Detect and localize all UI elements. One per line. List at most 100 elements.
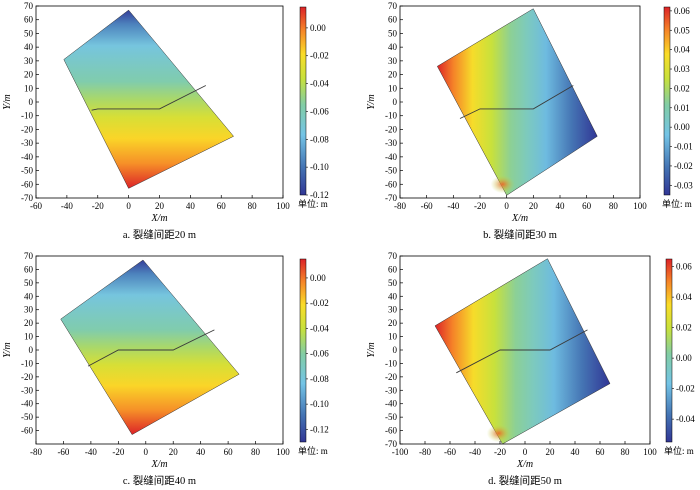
colorbar-tick-label: 0.00 [676, 353, 692, 363]
colorbar-tick-label: 0.04 [674, 45, 690, 55]
y-tick-label: 60 [388, 264, 398, 274]
y-tick-label: 50 [388, 278, 398, 288]
x-tick-label: 40 [556, 201, 566, 211]
colorbar-tick-label: 0.00 [674, 122, 690, 132]
colorbar-tick-label: -0.10 [310, 399, 329, 409]
colorbar-unit-label: 单位: m [298, 445, 328, 456]
x-tick-label: 100 [276, 201, 290, 211]
y-tick-label: 70 [24, 1, 34, 11]
x-tick-label: -80 [394, 201, 406, 211]
x-tick-label: 60 [217, 201, 227, 211]
y-tick-label: 10 [24, 83, 34, 93]
y-axis-label: Y/m [366, 94, 377, 110]
tip-hotspot [490, 175, 515, 194]
colorbar-tick-label: -0.02 [674, 161, 693, 171]
colorbar-unit-label: 单位: m [664, 445, 694, 456]
x-tick-label: 80 [621, 447, 631, 457]
x-tick-label: 100 [643, 447, 657, 457]
y-tick-label: -30 [21, 138, 33, 148]
colorbar-tick-label: -0.04 [310, 323, 329, 333]
x-tick-label: 20 [529, 201, 539, 211]
colorbar-tick-label: 0.02 [674, 83, 690, 93]
colorbar-tick-label: -0.01 [674, 142, 693, 152]
x-tick-label: -60 [421, 201, 433, 211]
panel-caption: a. 裂缝间距20 m [123, 228, 196, 241]
y-tick-label: 10 [388, 83, 398, 93]
y-tick-label: 10 [24, 332, 34, 342]
y-tick-label: -10 [21, 358, 33, 368]
y-tick-label: -40 [385, 152, 397, 162]
colorbar-tick-label: 0.00 [310, 273, 326, 283]
x-tick-label: 40 [571, 447, 581, 457]
x-tick-label: 20 [169, 447, 179, 457]
x-axis-label: X/m [516, 459, 533, 470]
colorbar-tick-label: -0.06 [310, 349, 329, 359]
y-tick-label: 70 [388, 1, 398, 11]
y-tick-label: -20 [21, 124, 33, 134]
y-tick-label: 30 [24, 56, 34, 66]
y-tick-label: -60 [21, 179, 33, 189]
panel-caption: d. 裂缝间距50 m [488, 474, 562, 487]
colorbar-tick-label: -0.04 [310, 79, 329, 89]
displacement-field [436, 8, 598, 196]
y-tick-label: -20 [385, 124, 397, 134]
colorbar [299, 6, 307, 196]
x-tick-label: 100 [633, 201, 647, 211]
displacement-field [63, 9, 234, 189]
x-tick-label: 60 [582, 201, 592, 211]
x-tick-label: -60 [444, 447, 456, 457]
panel-caption: b. 裂缝间距30 m [483, 228, 557, 241]
y-tick-label: -40 [21, 399, 33, 409]
x-tick-label: -20 [494, 447, 506, 457]
x-tick-label: 100 [276, 447, 290, 457]
y-tick-label: -50 [21, 412, 33, 422]
x-tick-label: 60 [224, 447, 234, 457]
y-tick-label: 40 [388, 42, 398, 52]
colorbar-unit-label: 单位: m [662, 198, 692, 209]
x-tick-label: -40 [61, 201, 73, 211]
x-tick-label: 80 [609, 201, 619, 211]
colorbar-tick-label: 0.00 [310, 23, 326, 33]
x-tick-label: -20 [474, 201, 486, 211]
colorbar [665, 258, 673, 443]
y-axis-label: Y/m [366, 342, 377, 358]
y-tick-label: -50 [385, 412, 397, 422]
y-tick-label: -60 [385, 179, 397, 189]
chart-panel-0: -60 -40 -20 0 20 40 60 80 100-70-60-50-40-30-20-… [2, 1, 329, 241]
colorbar-tick-label: -0.02 [310, 298, 329, 308]
x-tick-label: 0 [504, 201, 509, 211]
y-tick-label: -10 [21, 111, 33, 121]
y-tick-label: 20 [388, 70, 398, 80]
y-tick-label: -10 [385, 111, 397, 121]
y-tick-label: 60 [24, 264, 34, 274]
y-tick-label: 50 [24, 278, 34, 288]
y-tick-label: 20 [24, 318, 34, 328]
panel-caption: c. 裂缝间距40 m [123, 474, 196, 487]
y-tick-label: -30 [385, 138, 397, 148]
colorbar-tick-label: -0.08 [310, 374, 329, 384]
x-tick-label: -40 [85, 447, 97, 457]
colorbar-tick-label: 0.05 [674, 25, 690, 35]
chart-panel-3: -100 -80 -60 -40 -20 0 20 40 60 80 100-70-60-50-40… [366, 251, 695, 487]
x-tick-label: 80 [248, 201, 258, 211]
y-tick-label: 40 [24, 291, 34, 301]
x-tick-label: -20 [112, 447, 124, 457]
x-tick-label: 40 [186, 201, 196, 211]
x-tick-label: 0 [144, 447, 149, 457]
x-tick-label: -80 [419, 447, 431, 457]
x-axis-label: X/m [150, 459, 167, 470]
y-tick-label: 0 [393, 97, 398, 107]
chart-panel-1: -80 -60 -40 -20 0 20 40 60 80 100-70-60-50-40-30-… [366, 1, 693, 241]
x-tick-label: 0 [523, 447, 528, 457]
y-tick-label: 0 [393, 345, 398, 355]
displacement-field [60, 259, 240, 435]
y-tick-label: -20 [21, 372, 33, 382]
x-tick-label: -100 [392, 447, 409, 457]
y-tick-label: 50 [24, 28, 34, 38]
y-axis-label: Y/m [2, 94, 13, 110]
fracture-line [456, 329, 588, 374]
y-tick-label: 0 [29, 345, 34, 355]
x-tick-label: 80 [251, 447, 261, 457]
colorbar-tick-label: 0.01 [674, 103, 690, 113]
y-tick-label: 60 [24, 15, 34, 25]
